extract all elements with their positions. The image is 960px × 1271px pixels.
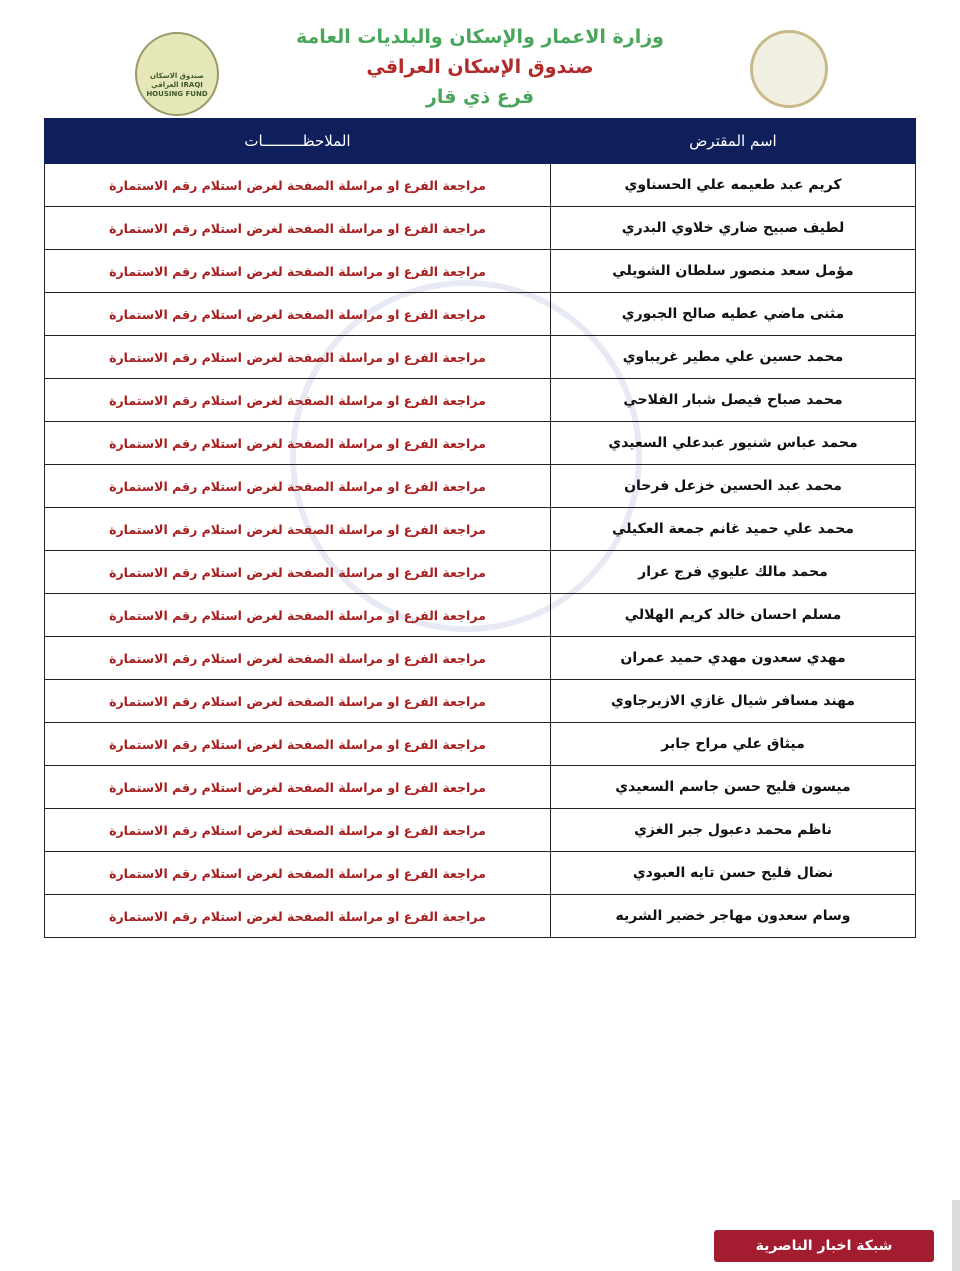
table-row: محمد صباح فيصل شبار الفلاحي مراجعة الفرع …	[44, 378, 916, 422]
borrower-name: محمد حسين علي مطير غريباوي	[550, 335, 916, 379]
left-logo-text: صندوق الاسكان العراقي IRAQI HOUSING FUND	[146, 72, 208, 98]
table-row: محمد عبد الحسين خزعل فرحان مراجعة الفرع ا…	[44, 464, 916, 508]
scrollbar[interactable]	[952, 1200, 960, 1271]
borrower-note: مراجعة الفرع او مراسلة الصفحة لغرض استلا…	[44, 378, 551, 422]
borrower-note: مراجعة الفرع او مراسلة الصفحة لغرض استلا…	[44, 464, 551, 508]
borrower-note: مراجعة الفرع او مراسلة الصفحة لغرض استلا…	[44, 335, 551, 379]
table-row: مؤمل سعد منصور سلطان الشويلي مراجعة الفرع…	[44, 249, 916, 293]
table-row: لطيف صبيح ضاري خلاوي البدري مراجعة الفرع …	[44, 206, 916, 250]
borrower-note: مراجعة الفرع او مراسلة الصفحة لغرض استلا…	[44, 894, 551, 938]
borrower-name: مهند مسافر شيال غازي الازيرجاوي	[550, 679, 916, 723]
borrower-name: مسلم احسان خالد كريم الهلالي	[550, 593, 916, 637]
borrower-name: محمد عباس شنيور عبدعلي السعيدي	[550, 421, 916, 465]
table-row: مسلم احسان خالد كريم الهلالي مراجعة الفرع…	[44, 593, 916, 637]
borrower-note: مراجعة الفرع او مراسلة الصفحة لغرض استلا…	[44, 808, 551, 852]
borrower-name: ميسون فليح حسن جاسم السعيدي	[550, 765, 916, 809]
branch-title: فرع ذي قار	[425, 86, 535, 108]
table-row: محمد عباس شنيور عبدعلي السعيدي مراجعة الف…	[44, 421, 916, 465]
table-row: محمد مالك عليوي فرج عرار مراجعة الفرع او …	[44, 550, 916, 594]
table-row: ناظم محمد دعبول جبر الغزي مراجعة الفرع او…	[44, 808, 916, 852]
table-row: نضال فليح حسن تايه العبودي مراجعة الفرع ا…	[44, 851, 916, 895]
table-row: ميثاق علي مراح جابر مراجعة الفرع او مراسل…	[44, 722, 916, 766]
borrower-note: مراجعة الفرع او مراسلة الصفحة لغرض استلا…	[44, 851, 551, 895]
borrower-name: ميثاق علي مراح جابر	[550, 722, 916, 766]
table-row: ميسون فليح حسن جاسم السعيدي مراجعة الفرع …	[44, 765, 916, 809]
ministry-title: وزارة الاعمار والإسكان والبلديات العامة	[296, 26, 664, 48]
table-row: مثنى ماضي عطيه صالح الجبوري مراجعة الفرع …	[44, 292, 916, 336]
nasiriyah-news-network-logo: شبكة اخبار الناصرية	[714, 1230, 934, 1262]
fund-title: صندوق الإسكان العراقي	[366, 56, 594, 78]
table-row: كريم عبد طعيمه علي الحسناوي مراجعة الفرع …	[44, 163, 916, 207]
borrower-name: محمد علي حميد غانم جمعة العكيلي	[550, 507, 916, 551]
borrower-note: مراجعة الفرع او مراسلة الصفحة لغرض استلا…	[44, 550, 551, 594]
borrower-note: مراجعة الفرع او مراسلة الصفحة لغرض استلا…	[44, 636, 551, 680]
borrower-note: مراجعة الفرع او مراسلة الصفحة لغرض استلا…	[44, 421, 551, 465]
borrower-note: مراجعة الفرع او مراسلة الصفحة لغرض استلا…	[44, 292, 551, 336]
table-row: مهدي سعدون مهدي حميد عمران مراجعة الفرع ا…	[44, 636, 916, 680]
ministry-logo	[750, 30, 828, 108]
table-header-row: اسم المقترض الملاحظـــــــــات	[44, 118, 916, 164]
borrower-name: مؤمل سعد منصور سلطان الشويلي	[550, 249, 916, 293]
column-header-notes: الملاحظـــــــــات	[44, 118, 551, 164]
borrower-name: محمد مالك عليوي فرج عرار	[550, 550, 916, 594]
borrower-name: محمد صباح فيصل شبار الفلاحي	[550, 378, 916, 422]
table-row: مهند مسافر شيال غازي الازيرجاوي مراجعة ال…	[44, 679, 916, 723]
table-row: وسام سعدون مهاجر خضير الشريه مراجعة الفرع…	[44, 894, 916, 938]
borrowers-table: اسم المقترض الملاحظـــــــــات كريم عبد …	[44, 118, 916, 938]
borrower-name: كريم عبد طعيمه علي الحسناوي	[550, 163, 916, 207]
borrower-name: محمد عبد الحسين خزعل فرحان	[550, 464, 916, 508]
borrower-note: مراجعة الفرع او مراسلة الصفحة لغرض استلا…	[44, 765, 551, 809]
borrower-note: مراجعة الفرع او مراسلة الصفحة لغرض استلا…	[44, 249, 551, 293]
borrower-name: مهدي سعدون مهدي حميد عمران	[550, 636, 916, 680]
borrower-name: لطيف صبيح ضاري خلاوي البدري	[550, 206, 916, 250]
borrower-note: مراجعة الفرع او مراسلة الصفحة لغرض استلا…	[44, 163, 551, 207]
borrower-note: مراجعة الفرع او مراسلة الصفحة لغرض استلا…	[44, 206, 551, 250]
table-row: محمد حسين علي مطير غريباوي مراجعة الفرع ا…	[44, 335, 916, 379]
table-row: محمد علي حميد غانم جمعة العكيلي مراجعة ال…	[44, 507, 916, 551]
column-header-name: اسم المقترض	[550, 118, 916, 164]
borrower-note: مراجعة الفرع او مراسلة الصفحة لغرض استلا…	[44, 722, 551, 766]
borrower-note: مراجعة الفرع او مراسلة الصفحة لغرض استلا…	[44, 507, 551, 551]
borrower-note: مراجعة الفرع او مراسلة الصفحة لغرض استلا…	[44, 593, 551, 637]
borrower-name: نضال فليح حسن تايه العبودي	[550, 851, 916, 895]
borrower-note: مراجعة الفرع او مراسلة الصفحة لغرض استلا…	[44, 679, 551, 723]
borrower-name: وسام سعدون مهاجر خضير الشريه	[550, 894, 916, 938]
borrower-name: ناظم محمد دعبول جبر الغزي	[550, 808, 916, 852]
iraqi-housing-fund-logo: صندوق الاسكان العراقي IRAQI HOUSING FUND	[135, 32, 219, 116]
borrower-name: مثنى ماضي عطيه صالح الجبوري	[550, 292, 916, 336]
